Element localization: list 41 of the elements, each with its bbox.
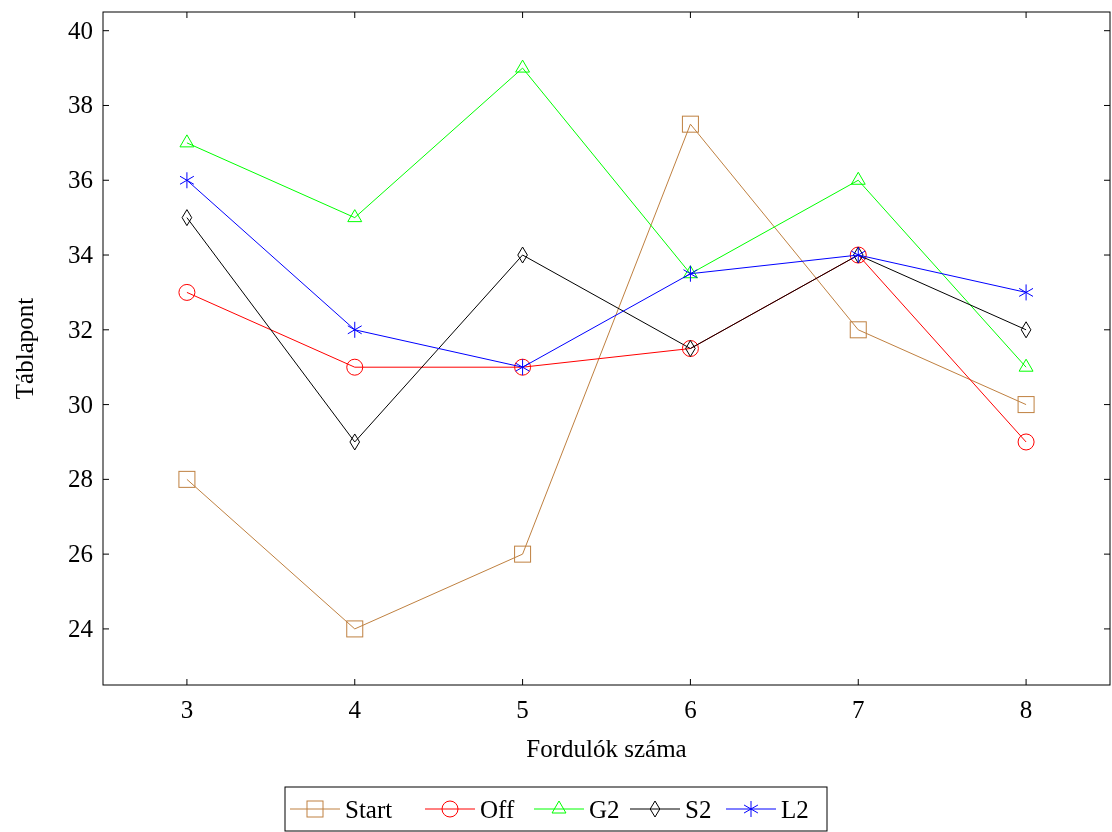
point <box>682 265 698 283</box>
legend-label: Start <box>345 796 393 823</box>
x-axis-title: Fordulók száma <box>526 735 687 762</box>
point <box>849 321 867 339</box>
x-tick-label: 8 <box>1019 696 1033 723</box>
point <box>346 620 364 638</box>
point <box>515 59 531 73</box>
legend-label: G2 <box>589 796 620 823</box>
legend-label: L2 <box>781 796 809 823</box>
x-tick-label: 3 <box>180 696 194 723</box>
point <box>1018 283 1034 301</box>
y-tick-label: 30 <box>68 390 93 418</box>
point <box>1017 433 1035 451</box>
y-tick-label: 36 <box>68 166 93 194</box>
point <box>179 171 195 189</box>
legend-label: Off <box>480 796 515 823</box>
point <box>178 283 196 301</box>
y-tick-label: 28 <box>68 465 93 493</box>
x-tick-label: 6 <box>684 696 697 723</box>
x-tick-label: 7 <box>852 696 865 723</box>
y-tick-label: 40 <box>68 16 93 44</box>
point <box>1017 396 1035 414</box>
point <box>682 265 698 279</box>
point <box>514 545 532 563</box>
x-tick-label: 4 <box>348 696 362 723</box>
point <box>681 340 699 357</box>
y-tick-label: 32 <box>68 315 93 343</box>
y-tick-label: 24 <box>68 614 94 642</box>
point <box>346 358 364 376</box>
point <box>179 134 195 148</box>
x-tick-label: 5 <box>516 696 529 723</box>
y-tick-label: 26 <box>68 540 93 568</box>
point <box>178 470 196 488</box>
y-tick-label: 34 <box>68 241 94 269</box>
point <box>347 209 363 223</box>
legend-label: S2 <box>685 796 712 823</box>
point <box>347 321 363 339</box>
point <box>850 171 866 185</box>
y-axis-title: Táblapont <box>11 297 38 400</box>
point <box>681 115 699 133</box>
y-tick-label: 38 <box>68 91 93 119</box>
